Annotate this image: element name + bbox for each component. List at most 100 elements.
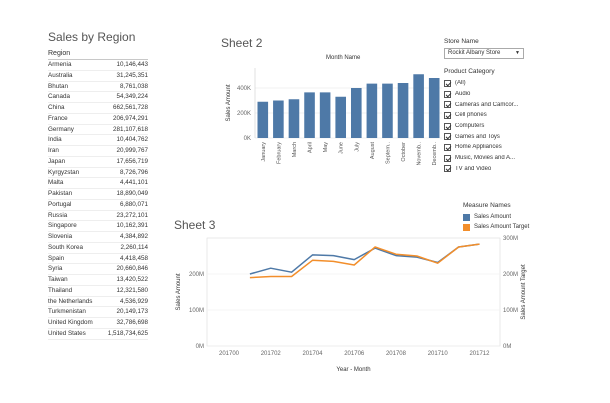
table-row[interactable]: United States 1,518,734,625 — [48, 329, 148, 340]
monthly-sales-bar-chart[interactable]: 0K 200K 400K Sales Amount January February Mar… — [220, 60, 445, 185]
table-row[interactable]: the Netherlands 4,536,929 — [48, 297, 148, 308]
category-option[interactable]: TV and Video — [444, 164, 574, 175]
checkbox-checked-icon[interactable] — [444, 143, 451, 151]
table-row[interactable]: United Kingdom 32,786,698 — [48, 318, 148, 329]
table-row[interactable]: Kyrgyzstan 8,726,796 — [48, 168, 148, 179]
table-row[interactable]: Pakistan 18,890,049 — [48, 189, 148, 200]
sales-amount-line[interactable] — [249, 243, 480, 275]
bar[interactable] — [288, 99, 300, 138]
checkbox-checked-icon[interactable] — [444, 90, 451, 98]
table-row[interactable]: China 662,561,728 — [48, 103, 148, 114]
bar[interactable] — [382, 83, 393, 138]
table-row[interactable]: Malta 4,441,101 — [48, 178, 148, 189]
y-axis-label-left: Sales Amount — [176, 273, 182, 310]
region-name: Bhutan — [48, 82, 68, 90]
checkbox-checked-icon[interactable] — [444, 122, 451, 130]
bar[interactable] — [335, 96, 347, 138]
category-option[interactable]: Music, Movies and A... — [444, 153, 574, 164]
table-row[interactable]: Bhutan 8,761,038 — [48, 82, 148, 93]
region-name: United Kingdom — [48, 319, 93, 326]
table-row[interactable]: Syria 20,660,846 — [48, 264, 148, 275]
checkbox-checked-icon[interactable] — [444, 133, 451, 141]
checkbox-checked-icon[interactable] — [444, 111, 451, 119]
store-name-dropdown[interactable]: Rockit Albany Store ▼ — [444, 48, 524, 59]
region-sales-value: 8,761,038 — [119, 82, 148, 90]
category-label: Cell phones — [455, 112, 487, 119]
sheet2-title: Sheet 2 — [221, 36, 263, 50]
checkbox-checked-icon[interactable] — [444, 79, 451, 87]
x-tick-label: June — [339, 142, 345, 154]
region-sales-value: 12,321,580 — [116, 286, 148, 294]
checkbox-checked-icon[interactable] — [444, 154, 451, 162]
table-row[interactable]: Japan 17,656,719 — [48, 157, 148, 168]
region-sales-value: 54,349,224 — [116, 93, 148, 101]
region-sales-value: 206,974,291 — [112, 114, 148, 122]
region-sales-value: 662,561,728 — [112, 104, 148, 111]
bar[interactable] — [257, 101, 269, 138]
bar[interactable] — [397, 83, 409, 138]
table-row[interactable]: South Korea 2,260,114 — [48, 243, 148, 254]
x-tick-label: 201708 — [386, 351, 407, 357]
region-sales-value: 13,420,522 — [116, 276, 148, 283]
x-tick-label: August — [370, 142, 376, 160]
category-option[interactable]: Home Appliances — [444, 142, 574, 153]
table-row[interactable]: Iran 20,999,767 — [48, 146, 148, 157]
checkbox-checked-icon[interactable] — [444, 101, 451, 109]
category-option[interactable]: (All) — [444, 78, 574, 89]
category-option[interactable]: Cameras and Camcor... — [444, 99, 574, 110]
legend-item[interactable]: Sales Amount — [463, 212, 563, 222]
table-row[interactable]: Singapore 10,162,391 — [48, 221, 148, 232]
table-row[interactable]: Australia 31,245,351 — [48, 71, 148, 82]
table-row[interactable]: Taiwan 13,420,522 — [48, 275, 148, 286]
category-option[interactable]: Cell phones — [444, 110, 574, 121]
region-sales-value: 8,726,796 — [119, 168, 148, 176]
region-name: Spain — [48, 254, 65, 262]
region-sales-value: 31,245,351 — [116, 71, 148, 79]
category-option[interactable]: Audio — [444, 89, 574, 100]
sales-target-line[interactable] — [249, 243, 480, 279]
region-sales-value: 4,418,458 — [119, 254, 148, 262]
bar[interactable] — [366, 83, 378, 138]
bar[interactable] — [413, 74, 424, 138]
y-tick-label-left: 200M — [189, 272, 204, 278]
category-label: Computers — [455, 123, 485, 130]
legend-item[interactable]: Sales Amount Target — [463, 222, 563, 232]
sales-by-region-table: Sales by Region Region Armenia 10,146,443… — [48, 30, 148, 340]
table-row[interactable]: Thailand 12,321,580 — [48, 286, 148, 297]
x-tick-label: October — [401, 142, 407, 162]
table-row[interactable]: Armenia 10,146,443 — [48, 60, 148, 71]
chevron-down-icon[interactable]: ▼ — [515, 50, 520, 56]
x-tick-label: 201700 — [219, 351, 240, 357]
table-row[interactable]: Canada 54,349,224 — [48, 92, 148, 103]
table-row[interactable]: India 10,404,762 — [48, 135, 148, 146]
plot-frame — [206, 237, 501, 347]
region-name: Syria — [48, 265, 63, 273]
table-row[interactable]: Spain 4,418,458 — [48, 254, 148, 265]
region-sales-value: 10,162,391 — [116, 222, 148, 230]
category-option[interactable]: Computers — [444, 121, 574, 132]
legend-swatch — [463, 223, 470, 231]
bar[interactable] — [428, 78, 440, 138]
bar[interactable] — [319, 92, 331, 138]
table-row[interactable]: France 206,974,291 — [48, 114, 148, 125]
table-row[interactable]: Slovenia 4,384,892 — [48, 232, 148, 243]
table-row[interactable]: Turkmenistan 20,149,173 — [48, 307, 148, 318]
table-row[interactable]: Portugal 6,880,071 — [48, 200, 148, 211]
category-option[interactable]: Games and Toys — [444, 131, 574, 142]
sales-vs-target-line-chart[interactable]: 0M 100M 200M 0M 100M 200M 300M Sales Amount Sale… — [170, 228, 530, 378]
bar[interactable] — [350, 88, 362, 138]
region-name: Turkmenistan — [48, 308, 86, 316]
y-tick-label: 400K — [237, 86, 251, 92]
table-row[interactable]: Russia 23,272,101 — [48, 211, 148, 222]
bar[interactable] — [273, 100, 284, 139]
region-column-header[interactable]: Region — [48, 50, 148, 60]
legend-items: Sales Amount Sales Amount Target — [463, 212, 563, 232]
bar[interactable] — [304, 92, 315, 138]
y-tick-label-right: 100M — [503, 308, 518, 314]
table-row[interactable]: Germany 281,107,618 — [48, 125, 148, 136]
region-name: Pakistan — [48, 190, 73, 197]
region-name: Thailand — [48, 286, 73, 294]
checkbox-checked-icon[interactable] — [444, 165, 451, 173]
y-axis-label: Sales Amount — [226, 84, 232, 121]
region-table-title: Sales by Region — [48, 30, 136, 44]
